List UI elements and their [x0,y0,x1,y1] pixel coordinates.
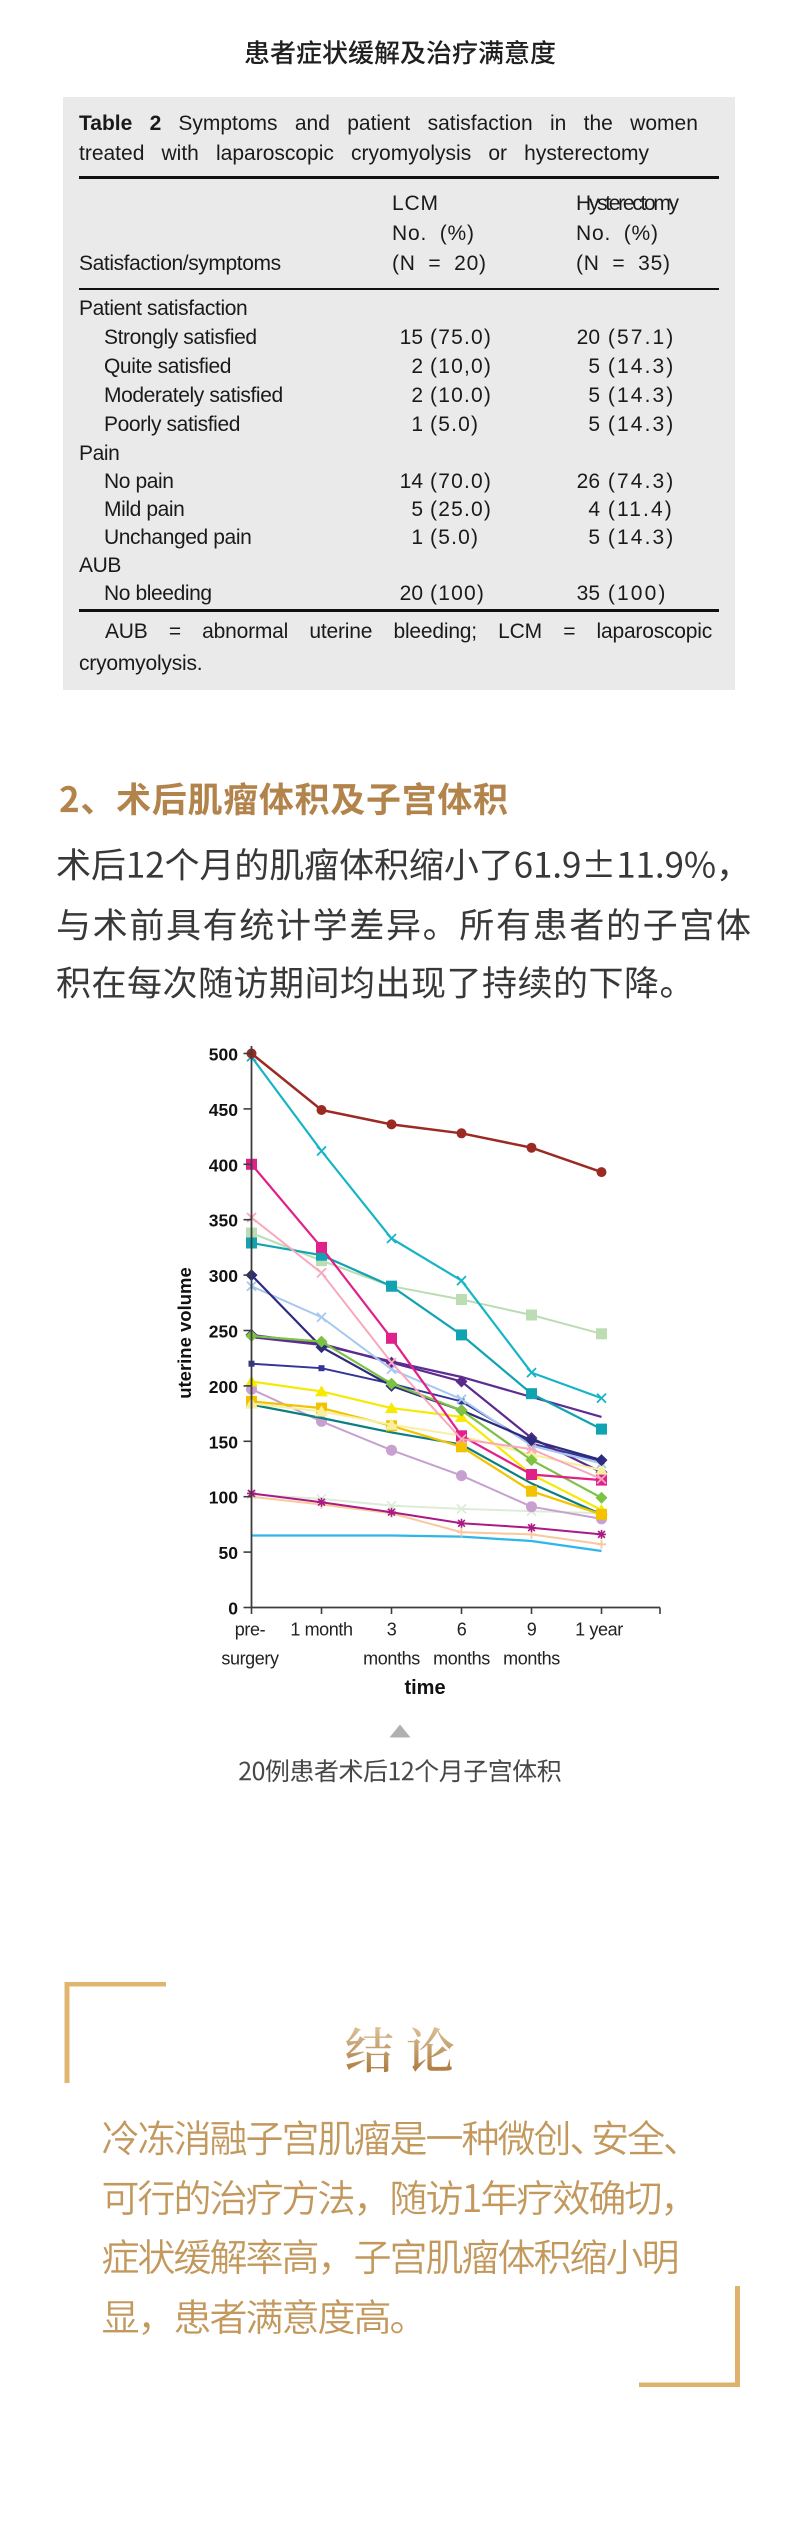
svg-text:6: 6 [457,1620,467,1640]
svg-text:surgery: surgery [221,1649,279,1669]
svg-text:50: 50 [219,1543,239,1563]
svg-text:100: 100 [209,1488,238,1508]
svg-text:250: 250 [209,1322,238,1342]
svg-text:3: 3 [387,1620,397,1640]
svg-text:pre-: pre- [235,1620,266,1640]
svg-text:months: months [363,1649,420,1669]
svg-text:400: 400 [209,1155,238,1175]
svg-text:300: 300 [209,1266,238,1286]
svg-text:150: 150 [209,1432,238,1452]
svg-text:1 year: 1 year [575,1620,623,1640]
svg-text:350: 350 [209,1211,238,1231]
svg-text:uterine volume: uterine volume [174,1267,195,1399]
svg-text:months: months [433,1649,490,1669]
svg-text:450: 450 [209,1100,238,1120]
svg-text:500: 500 [209,1045,238,1065]
svg-text:0: 0 [228,1599,238,1619]
svg-text:1 month: 1 month [290,1620,352,1640]
svg-text:200: 200 [209,1377,238,1397]
svg-text:9: 9 [527,1620,537,1640]
svg-text:months: months [503,1649,560,1669]
svg-text:time: time [404,1677,445,1699]
